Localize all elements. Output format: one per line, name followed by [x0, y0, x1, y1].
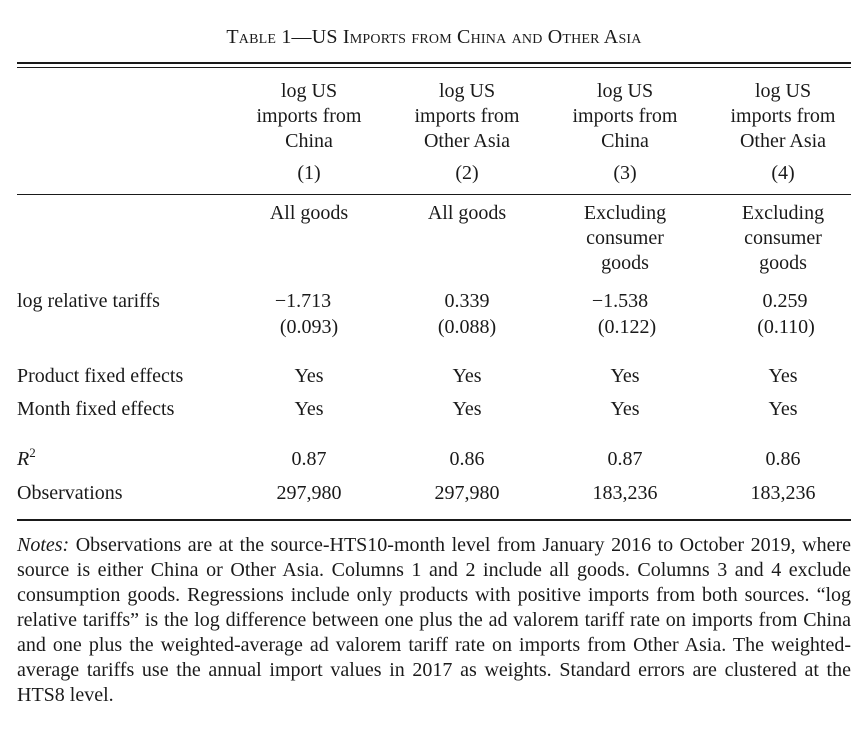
col1-coef: −1.713 [274, 290, 332, 312]
col1-sample: All goods [269, 202, 349, 224]
col1-month-fe: Yes [294, 398, 324, 420]
col3-product-fe: Yes [610, 365, 640, 387]
col3-head-line1: log US [596, 80, 654, 102]
row-label-month-fe: Month fixed effects [17, 398, 175, 420]
col4-sample-line1: Excluding [741, 202, 825, 224]
table-title: Table 1—US Imports from China and Other … [226, 26, 642, 48]
r-squared-base: R [17, 448, 30, 470]
col3-sample-line2: consumer [586, 227, 664, 249]
col3-head-line3: China [601, 130, 649, 152]
col3-number: (3) [613, 162, 637, 184]
col4-sample-line2: consumer [744, 227, 822, 249]
col2-sample: All goods [427, 202, 507, 224]
top-rule-thin [17, 67, 851, 68]
col2-head-line1: log US [438, 80, 496, 102]
col4-observations: 183,236 [750, 482, 816, 504]
col4-head-line1: log US [754, 80, 812, 102]
top-rule-thick [17, 62, 851, 64]
col3-observations: 183,236 [592, 482, 658, 504]
row-label-observations: Observations [17, 482, 123, 504]
col1-r-squared: 0.87 [291, 448, 327, 470]
notes-label: Notes: [17, 534, 70, 556]
col3-sample-line1: Excluding [583, 202, 667, 224]
row-label-product-fe: Product fixed effects [17, 365, 184, 387]
col3-coef: −1.538 [591, 290, 649, 312]
col4-head-line2: imports from [730, 105, 836, 127]
col4-r-squared: 0.86 [765, 448, 801, 470]
col1-head-line1: log US [280, 80, 338, 102]
col2-se: (0.088) [437, 316, 497, 338]
col3-month-fe: Yes [610, 398, 640, 420]
col4-month-fe: Yes [768, 398, 798, 420]
col4-head-line3: Other Asia [739, 130, 827, 152]
col3-head-line2: imports from [572, 105, 678, 127]
col4-coef: 0.259 [762, 290, 808, 312]
col2-head-line2: imports from [414, 105, 520, 127]
col2-month-fe: Yes [452, 398, 482, 420]
col1-head-line2: imports from [256, 105, 362, 127]
row-label-r-squared: R2 [17, 445, 36, 472]
r-squared-exponent: 2 [29, 445, 36, 460]
col4-product-fe: Yes [768, 365, 798, 387]
bottom-rule [17, 519, 851, 521]
col1-number: (1) [297, 162, 321, 184]
notes-text: Observations are at the source-HTS10-mon… [17, 534, 851, 706]
col1-observations: 297,980 [276, 482, 342, 504]
col1-head-line3: China [285, 130, 333, 152]
col2-number: (2) [455, 162, 479, 184]
col2-head-line3: Other Asia [423, 130, 511, 152]
col4-number: (4) [771, 162, 795, 184]
header-rule [17, 194, 851, 195]
col3-se: (0.122) [597, 316, 657, 338]
col1-se: (0.093) [279, 316, 339, 338]
col2-observations: 297,980 [434, 482, 500, 504]
col3-r-squared: 0.87 [607, 448, 643, 470]
col3-sample-line3: goods [601, 252, 649, 274]
col2-coef: 0.339 [444, 290, 490, 312]
col2-product-fe: Yes [452, 365, 482, 387]
col1-product-fe: Yes [294, 365, 324, 387]
col4-sample-line3: goods [759, 252, 807, 274]
col2-r-squared: 0.86 [449, 448, 485, 470]
row-label-tariffs: log relative tariffs [17, 290, 160, 312]
col4-se: (0.110) [757, 316, 815, 338]
table-notes: Notes: Observations are at the source-HT… [17, 533, 851, 708]
